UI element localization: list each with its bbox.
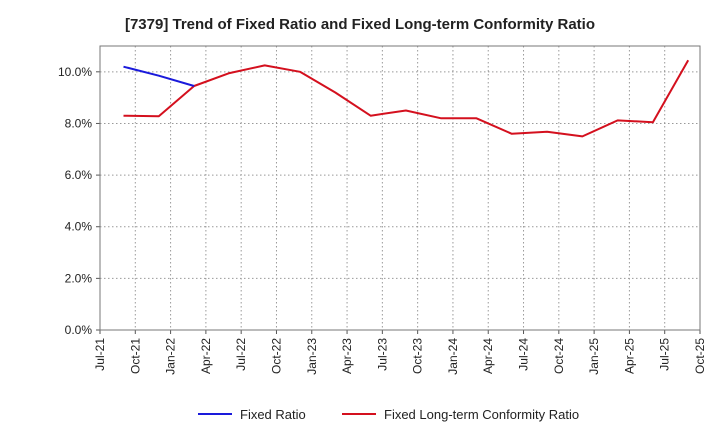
tick-labels: 0.0% 2.0% 4.0% 6.0% 8.0% 10.0% Jul-21 Oct-21 Jan… [58, 65, 707, 375]
x-tick-label: Jan-24 [446, 338, 460, 375]
x-tick-label: Oct-24 [552, 338, 566, 374]
x-tick-label: Oct-22 [269, 338, 283, 374]
x-tick-label: Jul-22 [234, 338, 248, 371]
legend: Fixed Ratio Fixed Long-term Conformity Ra… [198, 407, 579, 422]
x-tick-label: Jan-22 [164, 338, 178, 375]
x-tick-label: Jul-21 [93, 338, 107, 371]
legend-label-fixed-ratio: Fixed Ratio [240, 407, 306, 422]
y-tick-label: 8.0% [65, 116, 93, 130]
x-tick-label: Jan-25 [587, 338, 601, 375]
plot-area-border [99, 45, 701, 331]
grid-lines [100, 46, 700, 330]
chart-title: [7379] Trend of Fixed Ratio and Fixed Lo… [124, 16, 596, 33]
y-tick-label: 2.0% [65, 271, 93, 285]
series-line-fixed-long-term-conformity-ratio [123, 59, 690, 138]
x-tick-label: Jul-24 [517, 338, 531, 371]
x-tick-label: Apr-22 [199, 338, 213, 374]
x-tick-label: Apr-25 [622, 338, 636, 374]
series-lines [123, 59, 690, 138]
x-tick-label: Oct-23 [411, 338, 425, 374]
y-tick-label: 10.0% [58, 65, 92, 79]
y-tick-label: 6.0% [65, 168, 93, 182]
x-tick-label: Jul-25 [658, 338, 672, 371]
y-tick-label: 0.0% [65, 323, 93, 337]
series-line-fixed-ratio [123, 65, 195, 87]
x-tick-label: Apr-24 [481, 338, 495, 374]
x-tick-label: Apr-23 [340, 338, 354, 374]
y-tick-label: 4.0% [65, 220, 93, 234]
axes [96, 45, 701, 334]
x-tick-label: Jul-23 [375, 338, 389, 371]
x-tick-label: Jan-23 [305, 338, 319, 375]
x-tick-label: Oct-21 [128, 338, 142, 374]
x-tick-label: Oct-25 [693, 338, 707, 374]
legend-label-fixed-long-term-conformity-ratio: Fixed Long-term Conformity Ratio [384, 407, 579, 422]
